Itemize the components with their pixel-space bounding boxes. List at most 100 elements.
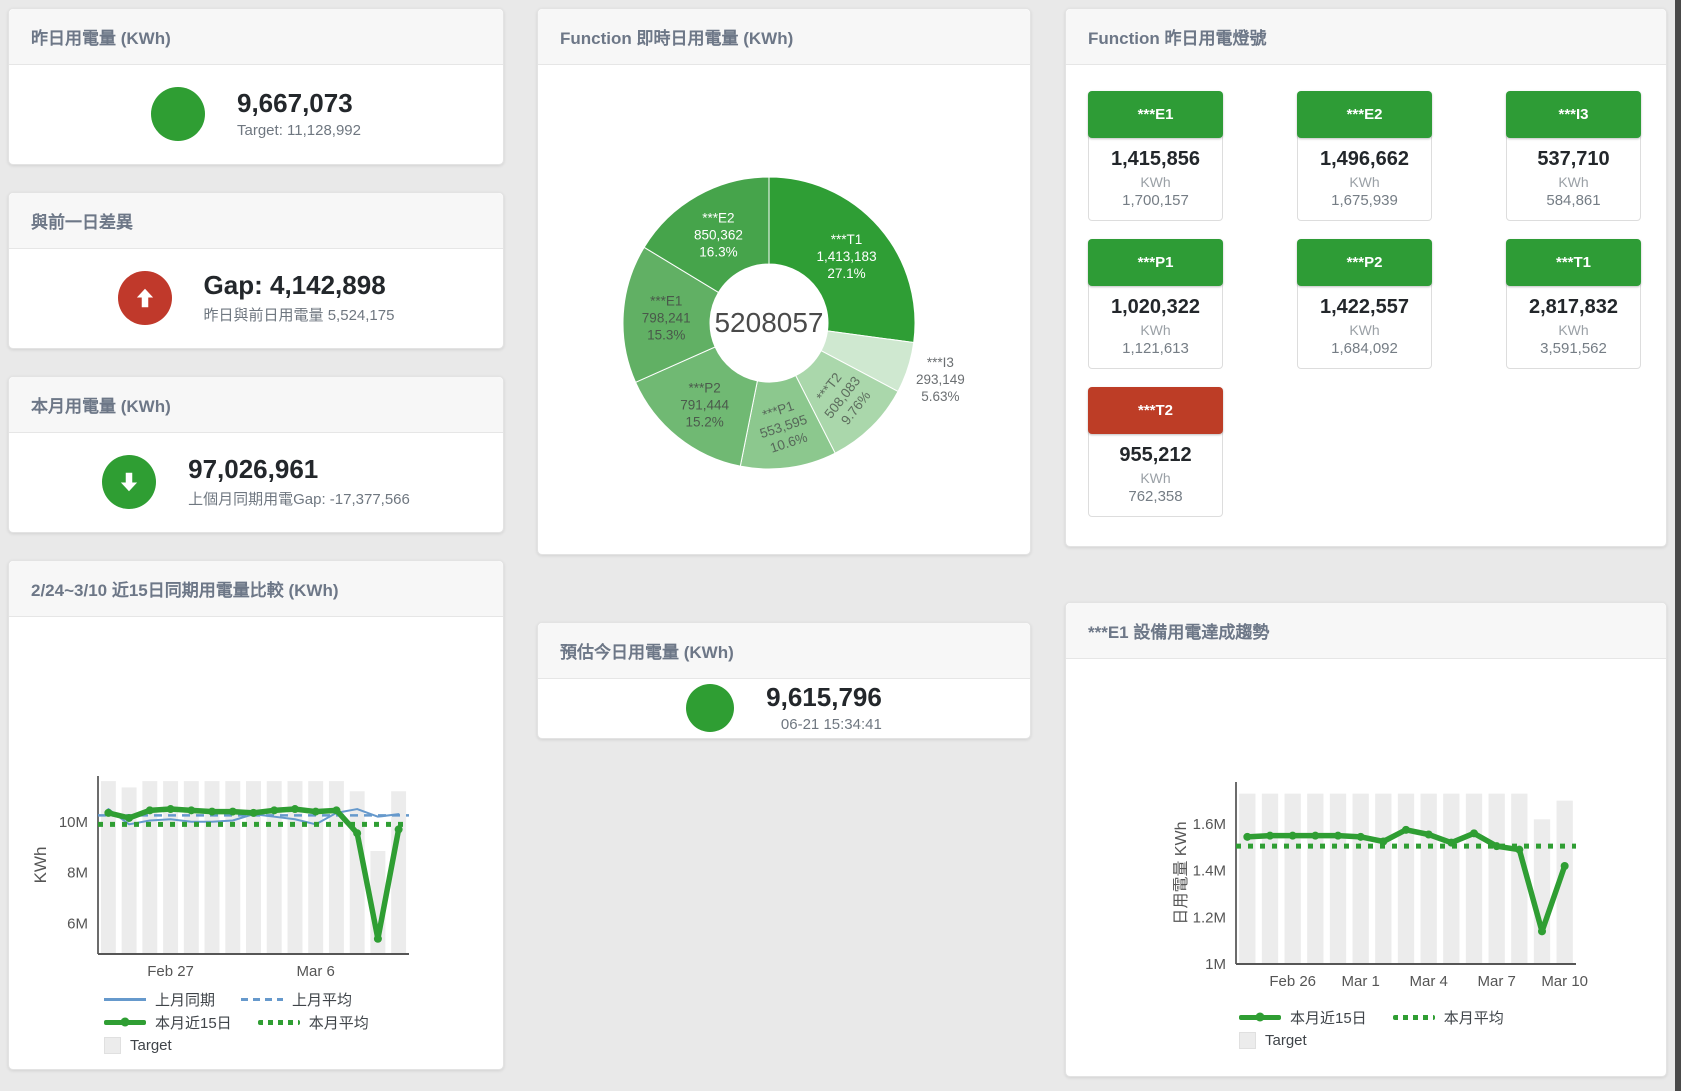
target-bar xyxy=(1261,793,1279,964)
y-tick-label: 6M xyxy=(67,915,88,932)
data-point-marker xyxy=(208,807,217,816)
y-tick-label: 10M xyxy=(59,814,88,831)
legend-label: 本月近15日 xyxy=(1290,1009,1367,1027)
card-signals-title: Function 昨日用電燈號 xyxy=(1066,9,1666,65)
target-bar xyxy=(1556,800,1573,964)
signal-tile-target: 3,591,562 xyxy=(1540,340,1607,357)
signal-tile-unit: KWh xyxy=(1558,174,1589,190)
signal-tile-P2[interactable]: ***P2 1,422,557 KWh 1,684,092 xyxy=(1297,239,1432,369)
legend-item-Target[interactable]: Target xyxy=(104,1036,172,1054)
month-value: 97,026,961 xyxy=(188,453,319,484)
y-tick-label: 1M xyxy=(1205,956,1226,973)
target-bar xyxy=(121,787,137,954)
realtime-donut-chart: ***T1 1,413,183 27.1%***I3 293,149 5.63%***T… xyxy=(622,176,965,470)
signal-tile-label: ***E1 xyxy=(1088,91,1223,138)
legend-item-本月平均[interactable]: 本月平均 xyxy=(1392,1007,1504,1028)
legend-item-本月近15日[interactable]: 本月近15日 xyxy=(104,1012,232,1033)
signal-tile-P1[interactable]: ***P1 1,020,322 KWh 1,121,613 xyxy=(1088,239,1223,369)
data-point-marker xyxy=(1492,842,1501,851)
signal-tile-target: 584,861 xyxy=(1546,192,1601,209)
signal-tile-I3[interactable]: ***I3 537,710 KWh 584,861 xyxy=(1506,91,1641,221)
x-tick-label: Mar 10 xyxy=(1541,973,1588,990)
data-point-marker xyxy=(125,813,134,822)
y-tick-label: 1.4M xyxy=(1193,863,1226,880)
data-point-marker xyxy=(166,805,175,814)
signal-tile-E1[interactable]: ***E1 1,415,856 KWh 1,700,157 xyxy=(1088,91,1223,221)
legend-item-本月近15日[interactable]: 本月近15日 xyxy=(1239,1007,1367,1028)
signal-tile-value: 955,212 xyxy=(1119,444,1192,466)
legend-sample xyxy=(1392,1014,1435,1020)
month-gap-subtitle: 上個月同期用電Gap: -17,377,566 xyxy=(188,491,410,509)
signal-tile-unit: KWh xyxy=(1349,174,1380,190)
target-bar xyxy=(1352,793,1369,964)
donut-center-total: 5208057 xyxy=(714,307,823,338)
donut-slice-label: ***T1 1,413,183 27.1% xyxy=(817,232,877,281)
card-estimate: 預估今日用電量 (KWh) 9,615,796 06-21 15:34:41 xyxy=(537,622,1031,739)
legend-sample xyxy=(104,1036,121,1054)
donut-slice-P2 xyxy=(634,346,758,467)
x-tick-label: Mar 1 xyxy=(1341,973,1379,990)
x-tick-label: Mar 7 xyxy=(1477,973,1515,990)
signal-tiles-grid: ***E1 1,415,856 KWh 1,700,157 ***E2 1,496,662… xyxy=(1066,65,1666,543)
target-bar xyxy=(1420,793,1437,964)
signal-tile-body: 1,020,322 KWh 1,121,613 xyxy=(1088,283,1223,369)
signal-tile-target: 1,675,939 xyxy=(1331,192,1398,209)
legend-sample xyxy=(257,1019,300,1025)
target-bar xyxy=(1488,793,1505,964)
target-bar xyxy=(1329,793,1347,964)
legend-sample xyxy=(104,997,146,1001)
day-gap-value: Gap: 4,142,898 xyxy=(203,269,386,300)
card-yesterday-title: 昨日用電量 (KWh) xyxy=(9,9,503,65)
card-signal-lights: Function 昨日用電燈號 ***E1 1,415,856 KWh 1,700,1… xyxy=(1065,8,1667,547)
donut-slice-label: ***I3 293,149 5.63% xyxy=(916,355,965,404)
signal-tile-target: 762,358 xyxy=(1128,488,1183,505)
day-gap-subtitle: 昨日與前日用電量 5,524,175 xyxy=(203,307,395,325)
data-point-marker xyxy=(1470,829,1478,838)
legend-item-本月平均[interactable]: 本月平均 xyxy=(257,1012,369,1033)
card-trend-chart: ***E1 設備用電達成趨勢 1M 1.2M 1.4M 1.6M Feb 26 Mar 1… xyxy=(1065,602,1667,1077)
scrollbar[interactable] xyxy=(1675,0,1681,1091)
card-month-usage: 本月用電量 (KWh) 97,026,961 上個月同期用電Gap: -17,3… xyxy=(8,376,504,533)
legend-item-上月平均[interactable]: 上月平均 xyxy=(241,989,352,1010)
legend-item-Target[interactable]: Target xyxy=(1239,1031,1307,1049)
signal-tile-T1[interactable]: ***T1 2,817,832 KWh 3,591,562 xyxy=(1506,239,1641,369)
target-bar xyxy=(1284,793,1301,964)
target-bar xyxy=(308,781,324,954)
donut-slice-label: ***E1 798,241 15.3% xyxy=(642,293,691,342)
target-bar xyxy=(204,781,220,954)
target-bar xyxy=(1307,793,1324,964)
data-point-marker xyxy=(373,934,382,943)
card-month-title: 本月用電量 (KWh) xyxy=(9,377,503,433)
data-point-marker xyxy=(1515,845,1524,854)
card-day-gap: 與前一日差異 Gap: 4,142,898 昨日與前日用電量 5,524,175 xyxy=(8,192,504,349)
y-tick-label: 8M xyxy=(67,865,88,882)
donut-slice-label: ***E2 850,362 16.3% xyxy=(694,210,743,259)
data-point-marker xyxy=(270,806,279,815)
target-bar xyxy=(1397,793,1415,964)
target-bar xyxy=(246,781,261,954)
compare-line-chart: 6M 8M 10M Feb 27 Mar 6 KWh xyxy=(31,776,409,980)
signal-tile-E2[interactable]: ***E2 1,496,662 KWh 1,675,939 xyxy=(1297,91,1432,221)
compare-chart-legend: 上月同期 上月平均 本月近15日 本月平均 Target xyxy=(104,989,395,1055)
signal-tile-label: ***T2 xyxy=(1088,387,1223,434)
target-bar xyxy=(1239,793,1256,964)
legend-item-上月同期[interactable]: 上月同期 xyxy=(104,989,215,1010)
signal-tile-body: 1,496,662 KWh 1,675,939 xyxy=(1297,135,1432,221)
card-donut-title: Function 即時日用電量 (KWh) xyxy=(538,9,1030,65)
signal-tile-value: 1,496,662 xyxy=(1320,148,1409,170)
signal-tile-unit: KWh xyxy=(1349,322,1380,338)
target-bar xyxy=(1533,819,1551,964)
donut-slice-label: ***P2 791,444 15.2% xyxy=(680,380,729,429)
card-realtime-donut: Function 即時日用電量 (KWh) ***T1 1,413,183 27.1… xyxy=(537,8,1031,555)
legend-label: 本月平均 xyxy=(308,1014,369,1032)
legend-sample xyxy=(1239,1012,1281,1022)
target-bar xyxy=(225,781,241,954)
status-circle-icon xyxy=(686,683,735,732)
signal-tile-T2[interactable]: ***T2 955,212 KWh 762,358 xyxy=(1088,387,1223,517)
signal-tile-body: 955,212 KWh 762,358 xyxy=(1088,431,1223,517)
signal-tile-label: ***T1 xyxy=(1506,239,1641,286)
legend-label: Target xyxy=(130,1036,172,1054)
y-tick-label: 1.6M xyxy=(1193,816,1226,833)
signal-tile-value: 537,710 xyxy=(1537,148,1610,170)
signal-tile-body: 537,710 KWh 584,861 xyxy=(1506,135,1641,221)
